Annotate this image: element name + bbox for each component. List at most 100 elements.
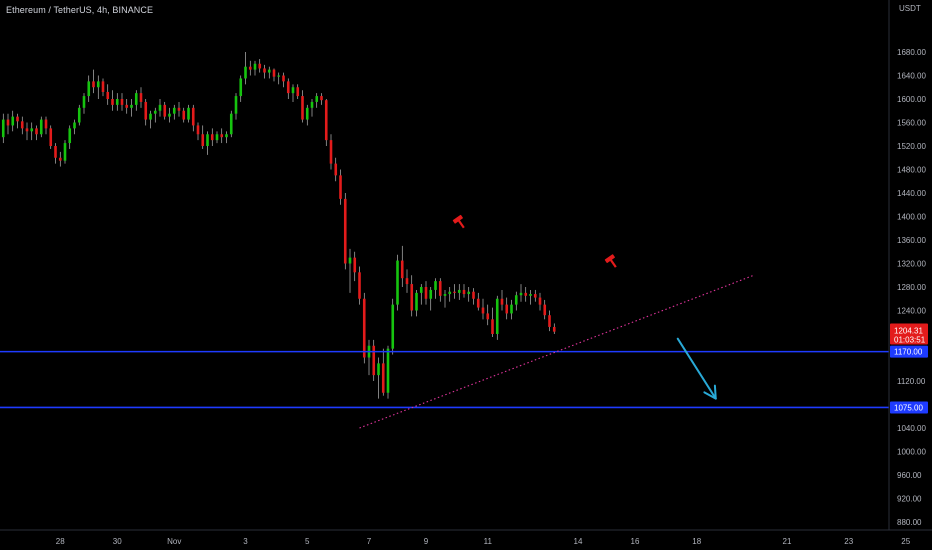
- candle-body: [396, 260, 399, 305]
- candle-body: [220, 134, 224, 138]
- candle-body: [448, 291, 452, 295]
- last-price-label: 1204.31: [894, 326, 923, 335]
- hammer-head: [604, 254, 615, 263]
- candle-body: [16, 116, 19, 122]
- y-tick-label: 1440.00: [897, 189, 926, 198]
- support-price-label: 1075.00: [894, 403, 923, 412]
- candle-body: [329, 140, 333, 164]
- hammer-icon: [604, 254, 617, 268]
- candle-body: [519, 292, 523, 296]
- candle-body: [291, 87, 295, 94]
- candle-body: [324, 100, 328, 141]
- candle-body: [258, 63, 262, 69]
- candle-body: [491, 319, 494, 334]
- x-tick-label: 18: [692, 537, 701, 546]
- candle-body: [538, 297, 542, 305]
- candle-body: [500, 298, 504, 305]
- y-tick-label: 920.00: [897, 495, 922, 504]
- candle-body: [282, 75, 285, 82]
- candle-body: [514, 295, 518, 305]
- symbol-title[interactable]: Ethereum / TetherUS, 4h, BINANCE: [6, 5, 154, 15]
- candle-body: [467, 291, 471, 295]
- x-tick-label: 5: [305, 537, 310, 546]
- candle-body: [82, 96, 86, 108]
- candle-body: [35, 128, 38, 135]
- candle-body: [158, 104, 162, 111]
- candle-body: [381, 363, 385, 393]
- candle-body: [419, 287, 423, 293]
- candle-body: [225, 134, 228, 138]
- candle-body: [215, 134, 219, 141]
- candle-body: [111, 99, 114, 105]
- x-tick-label: 7: [367, 537, 372, 546]
- candle-body: [434, 281, 437, 290]
- candle-body: [343, 198, 347, 264]
- candle-body: [377, 363, 380, 376]
- x-tick-label: 28: [56, 537, 65, 546]
- y-tick-label: 1040.00: [897, 424, 926, 433]
- candle-body: [115, 99, 119, 105]
- candle-body: [443, 294, 447, 296]
- candle-body: [505, 304, 509, 314]
- candle-body: [30, 128, 34, 132]
- candle-body: [372, 345, 376, 376]
- y-tick-label: 1000.00: [897, 448, 926, 457]
- candle-body: [533, 294, 537, 298]
- candle-body: [206, 134, 209, 146]
- hammer-head: [452, 214, 463, 224]
- candle-body: [73, 122, 76, 129]
- currency-label: USDT: [899, 4, 921, 13]
- candle-body: [277, 75, 281, 77]
- y-tick-label: 1520.00: [897, 142, 926, 151]
- candle-body: [552, 326, 556, 332]
- candle-body: [96, 81, 100, 88]
- candle-body: [144, 101, 148, 120]
- last-price-badge: [890, 323, 928, 345]
- candle-body: [510, 304, 513, 314]
- y-tick-label: 1600.00: [897, 95, 926, 104]
- x-tick-label: 3: [243, 537, 248, 546]
- candle-body: [182, 110, 186, 120]
- candle-body: [6, 119, 10, 126]
- candles-layer: [1, 52, 556, 399]
- candle-body: [424, 287, 428, 299]
- y-tick-label: 1560.00: [897, 119, 926, 128]
- y-tick-label: 1400.00: [897, 213, 926, 222]
- candle-body: [68, 128, 72, 144]
- candle-body: [210, 134, 214, 141]
- x-tick-label: 25: [901, 537, 910, 546]
- candle-body: [462, 289, 466, 295]
- candle-body: [429, 289, 433, 299]
- candle-body: [239, 78, 243, 97]
- candle-body: [286, 81, 290, 94]
- candle-body: [495, 298, 499, 334]
- candle-body: [476, 298, 480, 308]
- candle-body: [77, 107, 81, 123]
- candle-body: [106, 91, 110, 99]
- candle-body: [244, 66, 247, 79]
- candle-body: [49, 128, 53, 146]
- candle-body: [20, 121, 24, 129]
- candle-body: [524, 292, 528, 296]
- candle-body: [196, 125, 200, 135]
- candle-body: [410, 284, 414, 311]
- support-price-label: 1170.00: [894, 348, 923, 357]
- candle-body: [529, 294, 532, 296]
- candle-body: [87, 81, 91, 97]
- y-tick-label: 1240.00: [897, 307, 926, 316]
- x-tick-label: 30: [113, 537, 122, 546]
- candle-body: [405, 278, 409, 285]
- candle-body: [177, 107, 181, 111]
- y-tick-label: 960.00: [897, 471, 922, 480]
- x-tick-label: Nov: [167, 537, 181, 546]
- candle-body: [134, 93, 138, 105]
- candle-body: [305, 107, 309, 120]
- candle-body: [120, 99, 124, 105]
- candle-body: [1, 119, 5, 138]
- candle-body: [44, 119, 48, 129]
- countdown-label: 01:03:51: [894, 335, 926, 344]
- y-tick-label: 880.00: [897, 518, 922, 527]
- candle-body: [11, 116, 15, 126]
- candle-body: [481, 307, 485, 314]
